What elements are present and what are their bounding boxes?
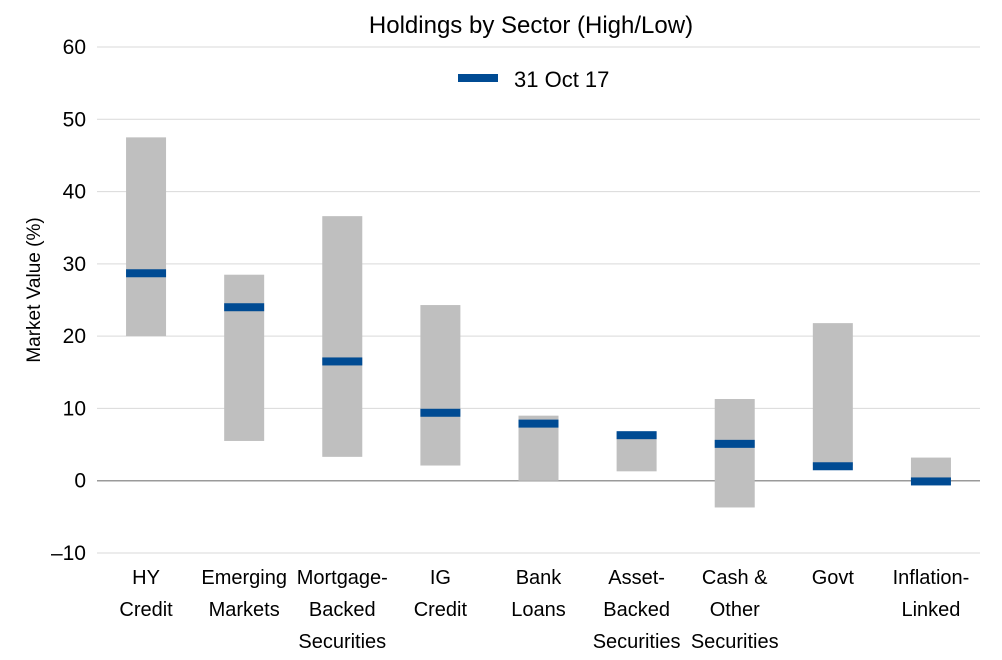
category-label: HY Credit bbox=[119, 567, 173, 621]
range-bar bbox=[126, 137, 167, 337]
category-label: Emerging Markets bbox=[201, 567, 287, 621]
y-tick-label: 60 bbox=[63, 36, 86, 59]
range-bar bbox=[322, 216, 363, 457]
legend: 31 Oct 17 bbox=[458, 67, 609, 92]
range-bar bbox=[812, 323, 853, 466]
category-label: IG Credit bbox=[414, 567, 468, 621]
value-marker bbox=[714, 439, 755, 448]
y-axis-label: Market Value (%) bbox=[24, 217, 45, 362]
y-tick-label: 30 bbox=[63, 253, 86, 276]
y-tick-label: 10 bbox=[63, 397, 86, 420]
range-bar bbox=[714, 399, 755, 508]
category-label: Bank Loans bbox=[511, 567, 566, 621]
category-label: Inflation-Linked bbox=[893, 567, 970, 621]
y-tick-label: 0 bbox=[74, 470, 86, 493]
y-tick-label: 20 bbox=[63, 325, 86, 348]
range-bar bbox=[224, 274, 265, 441]
value-marker bbox=[910, 477, 951, 486]
legend-label: 31 Oct 17 bbox=[514, 67, 609, 92]
value-marker bbox=[224, 303, 265, 312]
category-label: Mortgage-Backed Securities bbox=[297, 567, 388, 653]
y-tick-label: 40 bbox=[63, 181, 86, 204]
range-bars bbox=[126, 137, 951, 508]
chart-title: Holdings by Sector (High/Low) bbox=[369, 12, 693, 39]
y-tick-label: 50 bbox=[63, 108, 86, 131]
category-label: Govt bbox=[812, 567, 855, 589]
legend-marker bbox=[458, 74, 498, 82]
y-axis-ticks: –10 0 10 20 30 40 50 60 bbox=[51, 36, 86, 565]
category-label: Asset-Backed Securities bbox=[593, 567, 681, 653]
value-markers bbox=[126, 269, 951, 486]
range-bar bbox=[910, 457, 951, 481]
value-marker bbox=[616, 431, 657, 440]
range-bar bbox=[420, 305, 461, 466]
value-marker bbox=[812, 462, 853, 471]
value-marker bbox=[420, 408, 461, 417]
y-tick-label: –10 bbox=[51, 542, 86, 565]
value-marker bbox=[322, 357, 363, 366]
category-label: Cash & Other Securities bbox=[691, 567, 779, 653]
value-marker bbox=[126, 269, 167, 278]
value-marker bbox=[518, 419, 559, 428]
